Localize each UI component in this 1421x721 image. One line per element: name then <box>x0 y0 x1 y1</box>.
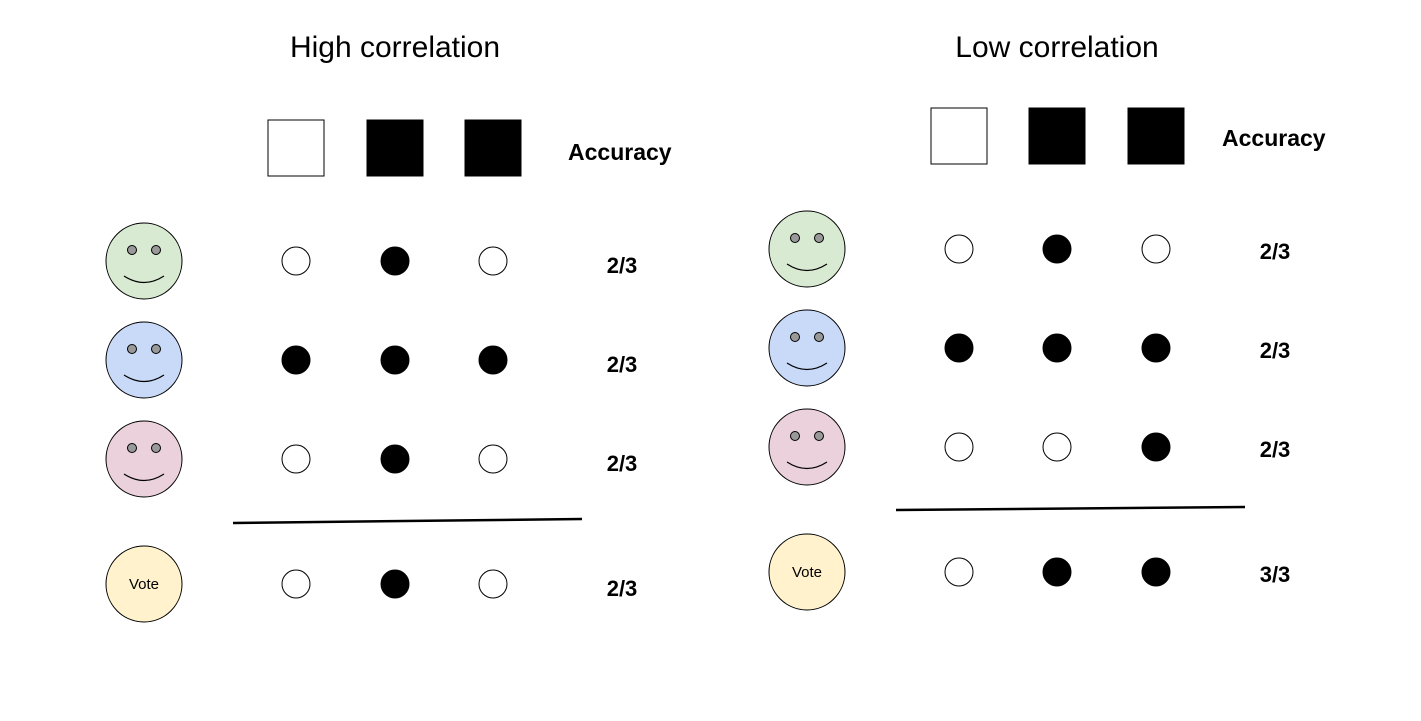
panel-1: High correlation Accuracy 2/3 2/3 2/3 Vote 2/3 <box>105 31 672 623</box>
panel-2-classifier-1-face-outline <box>768 210 846 288</box>
panel-2-separator-line <box>895 505 1246 512</box>
panel-1-vote-circle <box>105 545 183 623</box>
panel-1-classifier-2-prediction-dot-3 <box>478 345 508 375</box>
panel-2-classifier-2-row: 2/3 <box>768 309 1291 387</box>
panel-1-classifier-1-right-eye <box>151 245 161 255</box>
panel-1-classifier-1-left-eye <box>127 245 137 255</box>
panel-2-title: Low correlation <box>955 31 1158 64</box>
panel-1-classifier-1-accuracy: 2/3 <box>607 253 638 278</box>
panel-2-classifier-1-left-eye <box>790 233 800 243</box>
panel-2-vote-circle <box>768 533 846 611</box>
panel-2-classifier-1-prediction-dot-2 <box>1042 234 1072 264</box>
panel-1-classifier-2-right-eye <box>151 344 161 354</box>
panel-2-classifier-1-mouth <box>786 263 828 272</box>
panel-1-title: High correlation <box>290 31 500 64</box>
panel-2-classifier-3-prediction-dot-2 <box>1042 432 1072 462</box>
panel-1-classifier-2-prediction-dot-2 <box>380 345 410 375</box>
panel-1-classifier-3-prediction-dot-3 <box>478 444 508 474</box>
panel-1-classifier-3-prediction-dot-2 <box>380 444 410 474</box>
panel-1-classifier-3-prediction-dot-1 <box>281 444 311 474</box>
panel-2-vote-prediction-dot-1 <box>944 557 974 587</box>
panel-2-classifier-1-prediction-dot-3 <box>1141 234 1171 264</box>
panel-1-classifier-3-mouth <box>123 473 165 482</box>
panel-2-ground-truth-square-3 <box>1127 107 1185 165</box>
panel-1-classifier-2-prediction-dot-1 <box>281 345 311 375</box>
panel-2-vote-prediction-dot-2 <box>1042 557 1072 587</box>
panel-2-classifier-2-right-eye <box>814 332 824 342</box>
panel-2-vote-accuracy: 3/3 <box>1260 562 1291 587</box>
panel-1-vote-prediction-dot-2 <box>380 569 410 599</box>
panel-2-classifier-1-prediction-dot-1 <box>944 234 974 264</box>
panel-2-classifier-3-mouth <box>786 461 828 470</box>
panel-1-classifier-2-accuracy: 2/3 <box>607 352 638 377</box>
panel-2-classifier-1-smiley-icon <box>768 210 846 288</box>
panel-1-classifier-1-row: 2/3 <box>105 222 638 300</box>
panel-1-vote-prediction-dot-3 <box>478 569 508 599</box>
panel-2-classifier-1-row: 2/3 <box>768 210 1291 288</box>
panel-1-ground-truth <box>267 119 522 177</box>
panel-2-classifier-2-face-outline <box>768 309 846 387</box>
panel-2-classifier-2-prediction-dot-2 <box>1042 333 1072 363</box>
panel-2-classifier-3-smiley-icon <box>768 408 846 486</box>
panel-1-vote-accuracy: 2/3 <box>607 576 638 601</box>
panel-2-classifier-2-prediction-dot-3 <box>1141 333 1171 363</box>
panel-1-classifier-1-prediction-dot-1 <box>281 246 311 276</box>
panel-2-classifier-2-prediction-dot-1 <box>944 333 974 363</box>
panel-1-classifier-1-prediction-dot-3 <box>478 246 508 276</box>
panel-1-ground-truth-square-3 <box>464 119 522 177</box>
panel-2-classifier-3-face-outline <box>768 408 846 486</box>
panel-1-classifier-2-face-outline <box>105 321 183 399</box>
panel-1-classifier-3-smiley-icon <box>105 420 183 498</box>
panel-1-classifier-2-mouth <box>123 374 165 383</box>
panel-2-classifier-3-left-eye <box>790 431 800 441</box>
panel-1-classifier-3-left-eye <box>127 443 137 453</box>
panel-1-vote-label: Vote <box>129 576 159 593</box>
panel-1-classifier-1-face-outline <box>105 222 183 300</box>
panel-2-vote-row: Vote 3/3 <box>768 533 1291 611</box>
panel-2-classifier-2-mouth <box>786 362 828 371</box>
panel-1-accuracy-header: Accuracy <box>568 139 672 165</box>
panel-2-ground-truth-square-2 <box>1028 107 1086 165</box>
panel-1-vote-prediction-dot-1 <box>281 569 311 599</box>
panel-1-classifier-2-smiley-icon <box>105 321 183 399</box>
panel-2-vote-label: Vote <box>792 564 822 581</box>
panel-2-classifier-3-prediction-dot-1 <box>944 432 974 462</box>
panel-1-classifier-1-mouth <box>123 275 165 284</box>
panel-2-classifier-3-prediction-dot-3 <box>1141 432 1171 462</box>
panel-1-vote-row: Vote 2/3 <box>105 545 638 623</box>
panel-2-ground-truth-square-1 <box>930 107 988 165</box>
panel-1-classifier-3-row: 2/3 <box>105 420 638 498</box>
panel-1-classifier-3-accuracy: 2/3 <box>607 451 638 476</box>
panel-1-ground-truth-square-2 <box>366 119 424 177</box>
panel-2: Low correlation Accuracy 2/3 2/3 2/3 Vote 3/3 <box>768 31 1326 611</box>
panel-2-classifier-2-left-eye <box>790 332 800 342</box>
panel-2-classifier-2-accuracy: 2/3 <box>1260 338 1291 363</box>
panel-1-classifier-2-left-eye <box>127 344 137 354</box>
panel-2-vote-prediction-dot-3 <box>1141 557 1171 587</box>
panel-2-classifier-3-accuracy: 2/3 <box>1260 437 1291 462</box>
panel-2-classifier-1-accuracy: 2/3 <box>1260 239 1291 264</box>
panel-2-classifier-3-row: 2/3 <box>768 408 1291 486</box>
panel-2-ground-truth <box>930 107 1185 165</box>
panel-1-ground-truth-square-1 <box>267 119 325 177</box>
panel-2-classifier-3-right-eye <box>814 431 824 441</box>
panel-2-classifier-2-smiley-icon <box>768 309 846 387</box>
panel-1-classifier-1-prediction-dot-2 <box>380 246 410 276</box>
panel-1-classifier-3-face-outline <box>105 420 183 498</box>
panel-2-classifier-1-right-eye <box>814 233 824 243</box>
panel-1-separator-line <box>232 517 583 525</box>
panel-2-accuracy-header: Accuracy <box>1222 125 1326 151</box>
panel-1-classifier-1-smiley-icon <box>105 222 183 300</box>
panel-1-classifier-3-right-eye <box>151 443 161 453</box>
panel-1-classifier-2-row: 2/3 <box>105 321 638 399</box>
